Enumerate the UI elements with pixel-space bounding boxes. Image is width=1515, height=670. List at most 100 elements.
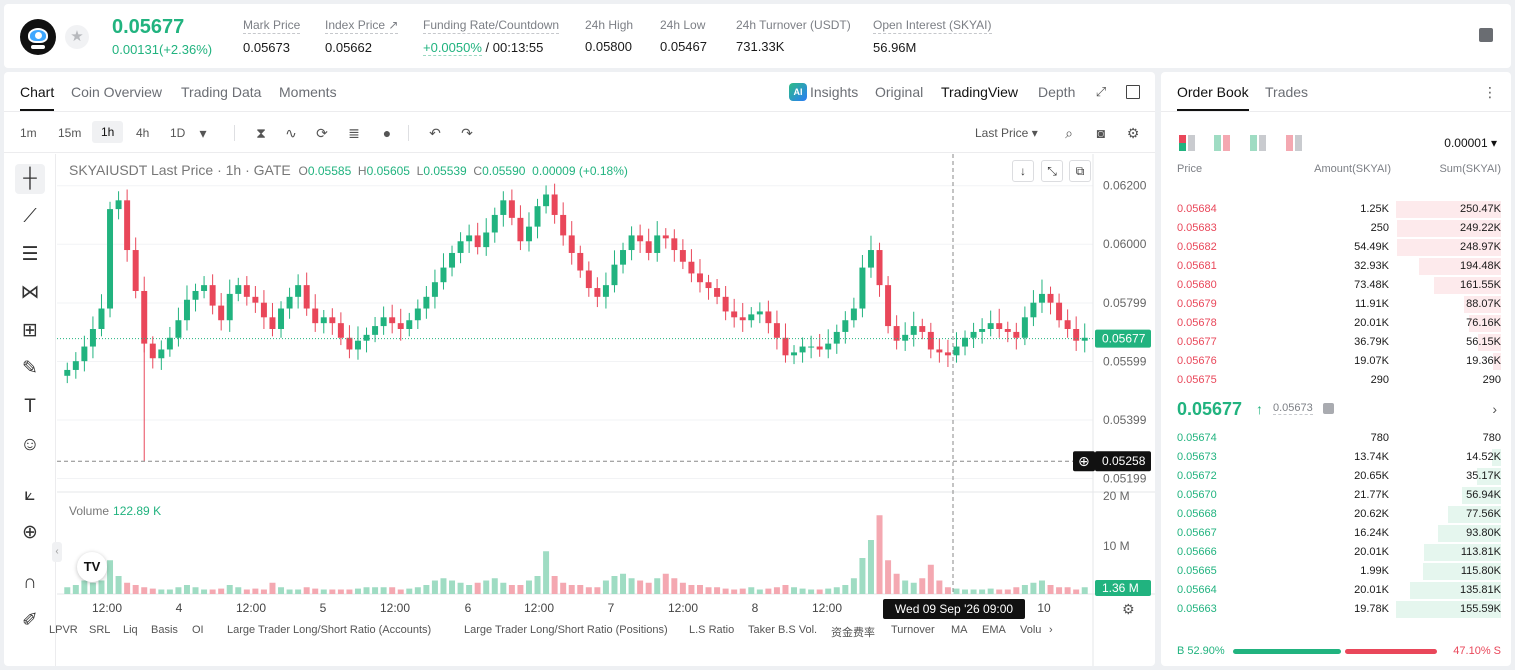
stat-funding-rate[interactable]: Funding Rate/Countdown +0.0050% / 00:13:… [423, 18, 560, 56]
bid-row[interactable]: 0.05665 1.99K 115.80K [1161, 562, 1511, 581]
trendline-icon[interactable]: ⟋ [23, 206, 37, 227]
time-axis-label: 7 [608, 601, 615, 615]
ask-row[interactable]: 0.05678 20.01K 76.16K [1161, 314, 1511, 333]
timeframe-1m[interactable]: 1m [20, 126, 37, 140]
candle-body [329, 317, 336, 324]
indicator-taker-vol[interactable]: Taker B.S Vol. [748, 624, 818, 636]
bid-row[interactable]: 0.05670 21.77K 56.94K [1161, 486, 1511, 505]
more-icon[interactable]: ⋮ [1483, 84, 1497, 100]
candle-body [414, 308, 421, 321]
arrow-down-icon[interactable]: ↓ [1012, 160, 1034, 182]
indicator-lpvr[interactable]: LPVR [49, 624, 78, 636]
chevron-right-icon[interactable]: › [1049, 624, 1053, 636]
pencil-icon[interactable]: ✐ [22, 610, 38, 631]
indicator-ema[interactable]: EMA [982, 624, 1006, 636]
bid-row[interactable]: 0.05672 20.65K 35.17K [1161, 467, 1511, 486]
ask-row[interactable]: 0.05676 19.07K 19.36K [1161, 352, 1511, 371]
ask-row[interactable]: 0.05677 36.79K 56.15K [1161, 333, 1511, 352]
chevron-right-icon[interactable]: › [1492, 401, 1497, 417]
camera-icon[interactable]: ◙ [1096, 125, 1106, 141]
timeframe-dropdown-icon[interactable]: ▾ [199, 125, 207, 141]
indicator-srl[interactable]: SRL [89, 624, 111, 636]
timeframe-15m[interactable]: 15m [58, 126, 82, 140]
stat-open-interest[interactable]: Open Interest (SKYAI) 56.96M [873, 18, 992, 55]
price-type-select[interactable]: Last Price ▾ [975, 126, 1038, 140]
bid-row[interactable]: 0.05673 13.74K 14.52K [1161, 448, 1511, 467]
indicator-basis[interactable]: Basis [151, 624, 178, 636]
tab-tradingview[interactable]: TradingView [941, 84, 1019, 100]
layout-bids-icon[interactable] [1214, 135, 1230, 151]
tab-trades[interactable]: Trades [1265, 84, 1309, 100]
stat-mark-price[interactable]: Mark Price 0.05673 [243, 18, 301, 55]
tab-coin-overview[interactable]: Coin Overview [71, 84, 163, 100]
bid-row[interactable]: 0.05668 20.62K 77.56K [1161, 505, 1511, 524]
bid-row[interactable]: 0.05666 20.01K 113.81K [1161, 543, 1511, 562]
layout-sells-icon[interactable] [1286, 135, 1302, 151]
layout-asks-icon[interactable] [1250, 135, 1266, 151]
zoom-in-icon[interactable]: ⊕ [22, 522, 38, 543]
ask-row[interactable]: 0.05681 32.93K 194.48K [1161, 257, 1511, 276]
document-icon[interactable] [1479, 28, 1493, 42]
indicator-oi[interactable]: OI [192, 624, 204, 636]
timeframe-1d[interactable]: 1D [170, 126, 186, 140]
ask-row[interactable]: 0.05683 250 249.22K [1161, 219, 1511, 238]
tab-original[interactable]: Original [875, 84, 924, 100]
tradingview-logo[interactable]: TV [77, 552, 107, 582]
measure-icon[interactable]: ⟀ [24, 484, 36, 505]
indicator-ls-ratio[interactable]: L.S Ratio [689, 624, 735, 636]
funding-countdown: / 00:13:55 [485, 40, 544, 55]
favorite-star-icon[interactable]: ★ [65, 25, 89, 49]
window-icon[interactable] [1126, 85, 1140, 99]
restore-icon[interactable]: ⧉ [1069, 160, 1091, 182]
indicator-lt-accounts[interactable]: Large Trader Long/Short Ratio (Accounts) [227, 624, 432, 636]
projection-icon[interactable]: ⊞ [22, 320, 38, 341]
chart-area[interactable]: 0.06200 0.06000 0.05799 0.05599 0.05399 0.051… [52, 154, 1155, 666]
crosshair-icon[interactable]: ┼ [15, 164, 45, 194]
indicator-lt-positions[interactable]: Large Trader Long/Short Ratio (Positions… [464, 624, 668, 636]
tab-moments[interactable]: Moments [279, 84, 337, 100]
price-chart[interactable]: 0.06200 0.06000 0.05799 0.05599 0.05399 0.051… [57, 154, 1155, 666]
candle-type-icon[interactable]: ⧗ [256, 125, 266, 141]
layout-both-icon[interactable] [1179, 135, 1195, 151]
emoji-icon[interactable]: ☺ [20, 434, 40, 455]
add-indicator-icon[interactable]: ● [382, 125, 392, 141]
replay-icon[interactable]: ⟳ [316, 125, 328, 141]
shrink-icon[interactable]: ⤡ [1041, 160, 1063, 182]
precision-select[interactable]: 0.00001 ▾ [1444, 136, 1497, 150]
indicator-liq[interactable]: Liq [123, 624, 138, 636]
bid-row[interactable]: 0.05664 20.01K 135.81K [1161, 581, 1511, 600]
tab-order-book[interactable]: Order Book [1177, 84, 1249, 111]
bid-row[interactable]: 0.05663 19.78K 155.59K [1161, 600, 1511, 619]
search-icon[interactable]: ⌕ [1065, 125, 1073, 141]
stat-index-price[interactable]: Index Price ↗ 0.05662 [325, 18, 399, 55]
bid-row[interactable]: 0.05667 16.24K 93.80K [1161, 524, 1511, 543]
gear-icon[interactable]: ⚙ [1126, 125, 1140, 141]
fib-icon[interactable]: ☰ [21, 244, 39, 265]
text-icon[interactable]: T [24, 396, 36, 417]
bid-row[interactable]: 0.05674 780 780 [1161, 429, 1511, 448]
indicator-ma[interactable]: MA [951, 624, 968, 636]
timeframe-1h[interactable]: 1h [92, 121, 124, 143]
ask-row[interactable]: 0.05675 290 290 [1161, 371, 1511, 390]
ask-row[interactable]: 0.05679 11.91K 88.07K [1161, 295, 1511, 314]
indicators-icon[interactable]: ∿ [285, 125, 297, 141]
templates-icon[interactable]: ≣ [348, 125, 360, 141]
magnet-icon[interactable]: ∩ [23, 572, 37, 593]
brush-icon[interactable]: ✎ [22, 358, 38, 379]
redo-icon[interactable]: ↷ [461, 125, 473, 141]
ask-row[interactable]: 0.05682 54.49K 248.97K [1161, 238, 1511, 257]
ask-row[interactable]: 0.05684 1.25K 250.47K [1161, 200, 1511, 219]
indicator-volume[interactable]: Volu [1020, 624, 1042, 636]
tab-trading-data[interactable]: Trading Data [181, 84, 262, 100]
ask-row[interactable]: 0.05680 73.48K 161.55K [1161, 276, 1511, 295]
indicator-turnover[interactable]: Turnover [891, 624, 935, 636]
indicator-funding[interactable]: 资金费率 [831, 627, 875, 639]
undo-icon[interactable]: ↶ [429, 125, 441, 141]
tab-depth[interactable]: Depth [1038, 84, 1076, 100]
tab-chart[interactable]: Chart [20, 84, 55, 111]
chevron-left-icon[interactable]: ‹ [52, 542, 62, 562]
timeframe-4h[interactable]: 4h [136, 126, 150, 140]
pattern-icon[interactable]: ⋈ [20, 282, 40, 303]
fullscreen-icon[interactable]: ⤢ [1095, 84, 1107, 99]
tab-insights[interactable]: Insights [810, 84, 859, 100]
